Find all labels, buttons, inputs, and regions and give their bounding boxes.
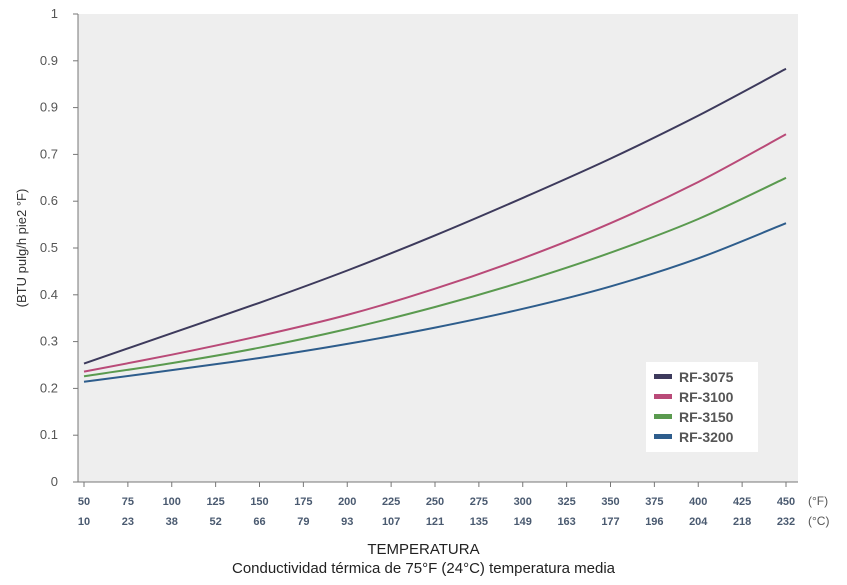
x-tick-label-celsius: 163 [557, 516, 575, 528]
x-tick-label-celsius: 23 [122, 516, 134, 528]
legend: RF-3075 RF-3100 RF-3150 RF-3200 [654, 369, 734, 445]
legend-label: RF-3075 [679, 369, 734, 385]
x-tick-label-fahrenheit: 100 [163, 496, 181, 508]
series-line-rf-3150 [83, 176, 787, 378]
x-tick-label-fahrenheit: 250 [426, 496, 444, 508]
legend-swatch [654, 414, 672, 419]
legend-swatch [654, 434, 672, 439]
x-tick-label-celsius: 79 [297, 516, 309, 528]
x-tick-label-celsius: 204 [689, 516, 708, 528]
x-tick-label-celsius: 38 [166, 516, 178, 528]
chart: 0 0.1 0.2 0.3 0.4 0.5 0.6 0.7 0.9 0.9 1 50 10 75 23 10… [14, 6, 829, 528]
x-tick-label-fahrenheit: 400 [689, 496, 707, 508]
series-line-rf-3100 [83, 133, 787, 373]
x-tick-label-celsius: 52 [210, 516, 222, 528]
series-line-rf-3075 [83, 67, 787, 365]
legend-swatch [654, 394, 672, 399]
y-axis-label: (BTU pulg/h pie2 °F) [14, 189, 29, 308]
y-tick-label: 0.9 [40, 53, 58, 68]
x-unit-fahrenheit: (°F) [808, 494, 828, 508]
x-tick-label-fahrenheit: 125 [206, 496, 224, 508]
y-tick-label: 1 [51, 6, 58, 21]
legend-label: RF-3200 [679, 429, 734, 445]
x-tick-label-fahrenheit: 425 [733, 496, 751, 508]
x-tick-label-fahrenheit: 150 [250, 496, 268, 508]
x-unit-celsius: (°C) [808, 514, 829, 528]
x-tick-label-celsius: 196 [645, 516, 663, 528]
legend-swatch [654, 374, 672, 379]
x-tick-label-celsius: 232 [777, 516, 795, 528]
series-lines [83, 67, 787, 383]
x-tick-label-fahrenheit: 350 [601, 496, 619, 508]
x-tick-label-celsius: 149 [514, 516, 532, 528]
x-tick-label-fahrenheit: 450 [777, 496, 795, 508]
y-tick-label: 0.1 [40, 427, 58, 442]
y-tick-label: 0.2 [40, 380, 58, 395]
x-tick-label-celsius: 66 [253, 516, 265, 528]
y-tick-label: 0.3 [40, 334, 58, 349]
x-tick-label-fahrenheit: 375 [645, 496, 663, 508]
y-tick-label: 0.6 [40, 193, 58, 208]
x-ticks: 50 10 75 23 100 38 125 52 150 66 175 79 200 93 225 107 2… [78, 482, 795, 528]
y-tick-label: 0.7 [40, 146, 58, 161]
x-tick-label-fahrenheit: 50 [78, 496, 90, 508]
x-tick-label-fahrenheit: 225 [382, 496, 400, 508]
y-tick-label: 0.4 [40, 287, 58, 302]
x-tick-label-fahrenheit: 75 [122, 496, 134, 508]
legend-label: RF-3100 [679, 389, 734, 405]
x-tick-label-celsius: 10 [78, 516, 90, 528]
x-tick-label-fahrenheit: 275 [470, 496, 488, 508]
x-axis-label: TEMPERATURA [367, 541, 480, 558]
y-tick-label: 0.5 [40, 240, 58, 255]
x-tick-label-fahrenheit: 175 [294, 496, 312, 508]
series-line-rf-3200 [83, 222, 787, 383]
chart-caption: Conductividad térmica de 75°F (24°C) tem… [231, 560, 615, 577]
y-ticks: 0 0.1 0.2 0.3 0.4 0.5 0.6 0.7 0.9 0.9 1 [40, 6, 78, 489]
x-tick-label-celsius: 93 [341, 516, 353, 528]
y-tick-label: 0 [51, 474, 58, 489]
x-tick-label-fahrenheit: 325 [557, 496, 575, 508]
x-tick-label-celsius: 121 [426, 516, 444, 528]
x-tick-label-celsius: 135 [470, 516, 488, 528]
x-tick-label-celsius: 218 [733, 516, 751, 528]
x-tick-label-celsius: 177 [601, 516, 619, 528]
x-tick-label-celsius: 107 [382, 516, 400, 528]
x-tick-label-fahrenheit: 200 [338, 496, 356, 508]
x-tick-label-fahrenheit: 300 [514, 496, 532, 508]
y-tick-label: 0.9 [40, 100, 58, 115]
legend-label: RF-3150 [679, 409, 734, 425]
